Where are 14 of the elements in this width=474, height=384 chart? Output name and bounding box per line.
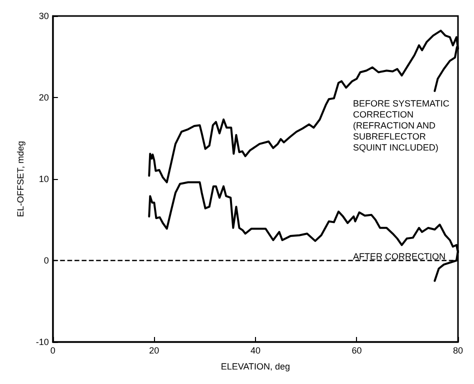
y-tick-label: 10 [38, 174, 49, 184]
y-tick-label: 20 [38, 92, 49, 102]
x-tick-label: 20 [149, 346, 160, 356]
annotation: AFTER CORRECTION [353, 252, 446, 262]
x-axis-title: ELEVATION, deg [220, 362, 290, 372]
y-tick-label: -10 [36, 337, 49, 347]
x-tick-label: 0 [50, 346, 56, 356]
annotation: BEFORE SYSTEMATIC CORRECTION (REFRACTION AND SUBREFLECTOR SQUINT INCLUDED) [353, 98, 450, 152]
y-tick-label: 30 [38, 11, 49, 21]
y-tick-label: 0 [44, 256, 49, 266]
y-axis-title: EL-OFFSET, mdeg [16, 140, 26, 218]
x-tick-label: 40 [250, 346, 260, 356]
x-tick-label: 60 [352, 346, 362, 356]
x-tick-label: 80 [452, 346, 463, 356]
